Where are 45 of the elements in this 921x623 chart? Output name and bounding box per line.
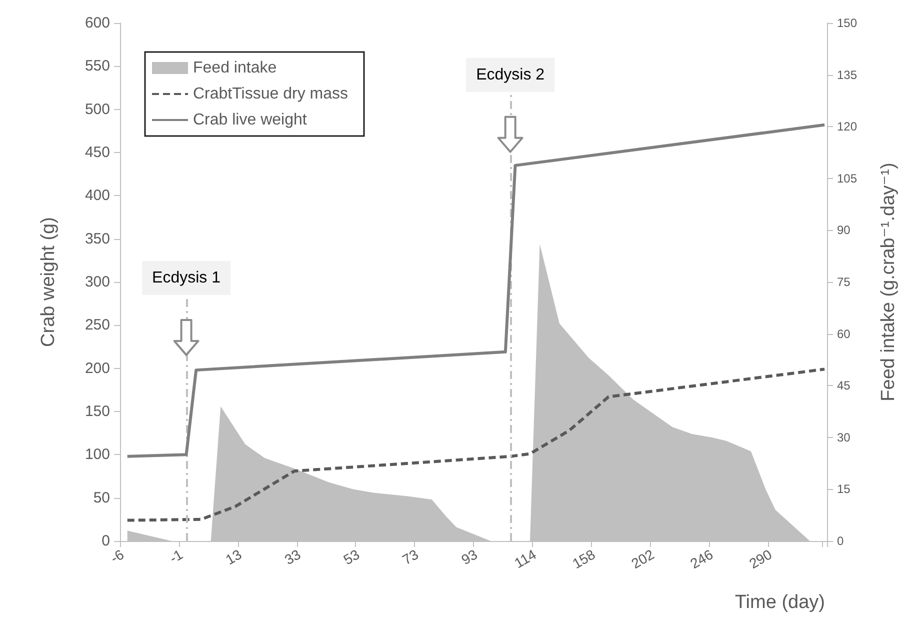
y-tick-label: 200 — [84, 360, 110, 377]
line-series — [126, 368, 826, 522]
y2-tick-label: 60 — [837, 326, 851, 341]
legend-label: CrabtTissue dry mass — [193, 86, 348, 102]
x-tick-label: -6 — [108, 546, 127, 566]
legend-label: Feed intake — [193, 60, 277, 76]
y-tick-label: 450 — [84, 144, 110, 161]
x-tick-label: 33 — [282, 546, 304, 568]
y-axis-title: Crab weight (g) — [38, 217, 59, 347]
legend-label: Crab live weight — [193, 112, 308, 128]
y2-tick-label: 75 — [837, 275, 851, 289]
y-tick-label: 150 — [84, 403, 110, 420]
annotation: Ecdysis 2 — [476, 66, 545, 84]
y-tick-label: 100 — [84, 446, 110, 464]
y2-tick-label: 90 — [837, 223, 851, 238]
x-tick-label: 93 — [458, 546, 480, 568]
y-tick-label: 600 — [84, 14, 110, 32]
y-tick-label: 0 — [102, 532, 110, 550]
y2-tick-label: 15 — [837, 482, 851, 496]
y-tick-label: 350 — [84, 230, 110, 248]
y2-tick-label: 105 — [837, 171, 858, 186]
y-tick-label: 250 — [84, 316, 110, 334]
x-tick-label: 158 — [570, 546, 598, 572]
annotation: Ecdysis 1 — [152, 269, 221, 286]
y2-tick-label: 135 — [837, 68, 858, 82]
x-tick-label: 73 — [400, 546, 422, 568]
y2-axis-title: Feed intake (g.crab⁻¹.day⁻¹) — [878, 162, 899, 402]
y2-tick-label: 30 — [837, 430, 851, 444]
x-tick-label: 246 — [687, 546, 716, 572]
y-tick-label: 50 — [93, 489, 110, 506]
x-tick-label: 114 — [512, 546, 540, 572]
x-tick-label: 53 — [340, 546, 362, 568]
y-tick-label: 550 — [84, 58, 110, 75]
x-tick-label: 202 — [628, 546, 657, 572]
y-tick-label: 500 — [84, 100, 110, 118]
y-tick-label: 400 — [84, 187, 110, 204]
x-tick-label: 290 — [746, 546, 775, 572]
x-axis-title: Time (day) — [734, 592, 825, 613]
y2-tick-label: 150 — [837, 16, 858, 30]
y2-tick-label: 120 — [837, 120, 858, 134]
x-tick-label: 13 — [222, 546, 244, 568]
x-tick-label: -1 — [166, 546, 186, 566]
y-tick-label: 300 — [84, 274, 110, 290]
y2-tick-label: 45 — [837, 378, 851, 393]
y2-tick-label: 0 — [837, 534, 844, 548]
